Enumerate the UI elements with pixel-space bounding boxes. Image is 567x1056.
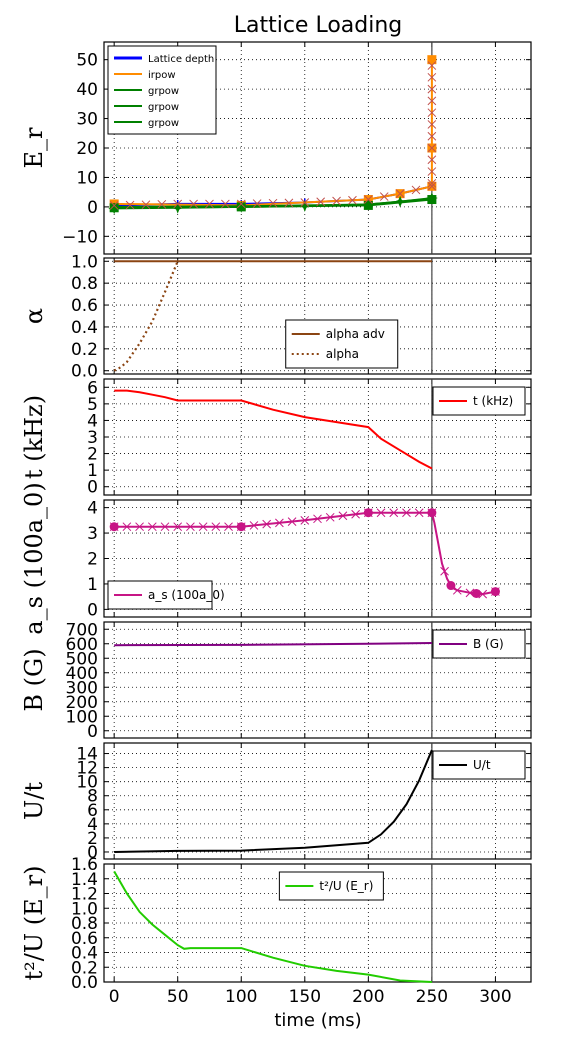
x-tick-label: 150 [289,987,321,1007]
legend-label: alpha adv [326,327,385,341]
legend: a_s (100a_0) [108,581,225,609]
y-tick-label: 20 [76,139,98,159]
chart-panel-3: 0123456t (kHz) t (kHz) [20,378,531,497]
legend: t²/U (E_r) [279,872,383,900]
y-axis-label: E_r [20,127,48,169]
x-tick-label: 0 [109,987,120,1007]
data-point [491,587,500,596]
y-tick-label: 0 [87,600,98,620]
figure-title: Lattice Loading [234,13,403,38]
legend-label: Lattice depth [148,54,214,65]
legend: alpha adv alpha [286,320,398,368]
chart-panel-4: 0 1 2 3 4 a_s (100a_0) a_s (100a_0) [20,482,531,634]
y-axis-label: t (kHz) [20,395,48,479]
legend-label: t (kHz) [473,394,513,408]
legend-label: alpha [326,347,359,361]
legend-label: a_s (100a_0) [148,588,225,602]
chart-panel-7: 0.00.20.40.60.81.01.21.41.6t²/U (E_r) t²/… [20,855,531,1007]
data-point [427,508,436,517]
y-tick-label: 0 [87,198,98,218]
data-point [364,508,373,517]
y-axis-label: a_s (100a_0) [20,482,48,634]
y-axis-label: α [20,308,48,324]
y-axis-label: U/t [20,782,48,820]
chart-panel-5: 0100200300400500600700B (G)B (G) [20,620,531,742]
data-point [472,589,481,598]
y-tick-label: 0.4 [71,318,98,338]
y-tick-label: 0.6 [71,296,98,316]
chart-panel-6: 02468101214U/tU/t [20,743,531,863]
y-tick-label: 1 [87,575,98,595]
y-tick-label: 40 [76,80,98,100]
x-tick-label: 100 [225,987,257,1007]
y-axis-label: B (G) [20,648,48,711]
y-tick-label: −10 [62,227,98,247]
y-tick-label: 4 [87,499,98,519]
y-tick-label: 1.0 [71,252,98,272]
legend: t (kHz) [433,387,525,415]
data-point [110,522,119,531]
y-tick-label: 10 [76,168,98,188]
legend-label: grpow [148,86,179,97]
y-tick-label: 30 [76,110,98,130]
legend-label: B (G) [473,637,504,651]
chart-panel-2: 0.00.20.40.60.81.0 α alpha adv alpha [20,252,531,381]
y-axis-label: t²/U (E_r) [20,866,48,981]
legend-label: irpow [148,70,176,81]
x-tick-label: 300 [479,987,511,1007]
data-point [446,581,455,590]
legend-label: grpow [148,118,179,129]
y-tick-label: 50 [76,51,98,71]
y-tick-label: 3 [87,524,98,544]
x-tick-label: 50 [167,987,189,1007]
data-point [237,522,246,531]
legend-label: t²/U (E_r) [319,879,373,893]
y-tick-label: 6 [87,378,98,398]
y-tick-label: 14 [76,745,98,765]
legend: U/t [433,751,525,779]
x-tick-label: 250 [416,987,448,1007]
legend-label: grpow [148,102,179,113]
x-tick-label: 200 [352,987,384,1007]
legend: B (G) [433,630,525,658]
y-tick-label: 0.8 [71,274,98,294]
legend-label: U/t [473,758,491,772]
y-tick-label: 0.2 [71,340,98,360]
legend: Lattice depth irpow grpow grpow grpow [108,46,216,134]
y-tick-label: 700 [66,620,98,640]
y-tick-label: 2 [87,550,98,570]
y-tick-label: 1.6 [71,855,98,875]
chart-panel-1: −10 0 10 20 30 40 50 E_r Lattice depth irpow grpow… [20,42,531,254]
x-axis-label: time (ms) [274,1010,361,1031]
